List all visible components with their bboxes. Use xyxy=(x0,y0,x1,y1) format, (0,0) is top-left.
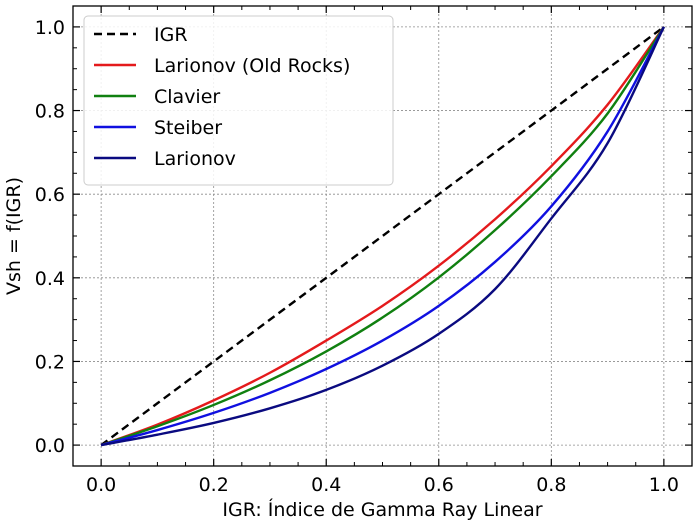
legend-label-0: IGR xyxy=(154,24,188,46)
series-line-3 xyxy=(100,26,665,447)
y-tick-label-3: 0.6 xyxy=(35,184,65,206)
legend-label-2: Clavier xyxy=(154,86,220,108)
ticks: 0.0 0.2 0.4 0.6 0.8 1.0 0.0 0.2 0.4 0.6 0.8 1.0 xyxy=(35,5,693,496)
x-tick-label-1: 0.2 xyxy=(199,474,229,496)
series-line-0 xyxy=(100,25,665,447)
x-axis-label: IGR: Índice de Gamma Ray Linear xyxy=(222,498,542,521)
x-tick-label-5: 1.0 xyxy=(649,474,679,496)
legend-box xyxy=(83,15,394,186)
x-tick-label-2: 0.4 xyxy=(311,474,341,496)
series-lines xyxy=(100,25,665,447)
legend: IGR Larionov (Old Rocks) Clavier Steiber Lar… xyxy=(83,15,394,186)
series-line-1 xyxy=(100,26,665,447)
x-tick-label-3: 0.6 xyxy=(424,474,454,496)
legend-label-1: Larionov (Old Rocks) xyxy=(154,55,350,77)
legend-label-3: Steiber xyxy=(154,117,222,139)
y-tick-label-5: 1.0 xyxy=(35,17,65,39)
y-tick-label-1: 0.2 xyxy=(35,351,65,373)
y-tick-label-4: 0.8 xyxy=(35,101,65,123)
y-tick-label-0: 0.0 xyxy=(35,435,65,457)
y-axis-label: Vsh = f(IGR) xyxy=(3,177,25,295)
series-line-4 xyxy=(100,26,665,447)
y-tick-label-2: 0.4 xyxy=(35,268,65,290)
x-tick-label-0: 0.0 xyxy=(86,474,116,496)
legend-label-4: Larionov xyxy=(154,148,236,170)
x-tick-label-4: 0.8 xyxy=(536,474,566,496)
series-line-2 xyxy=(100,26,665,447)
